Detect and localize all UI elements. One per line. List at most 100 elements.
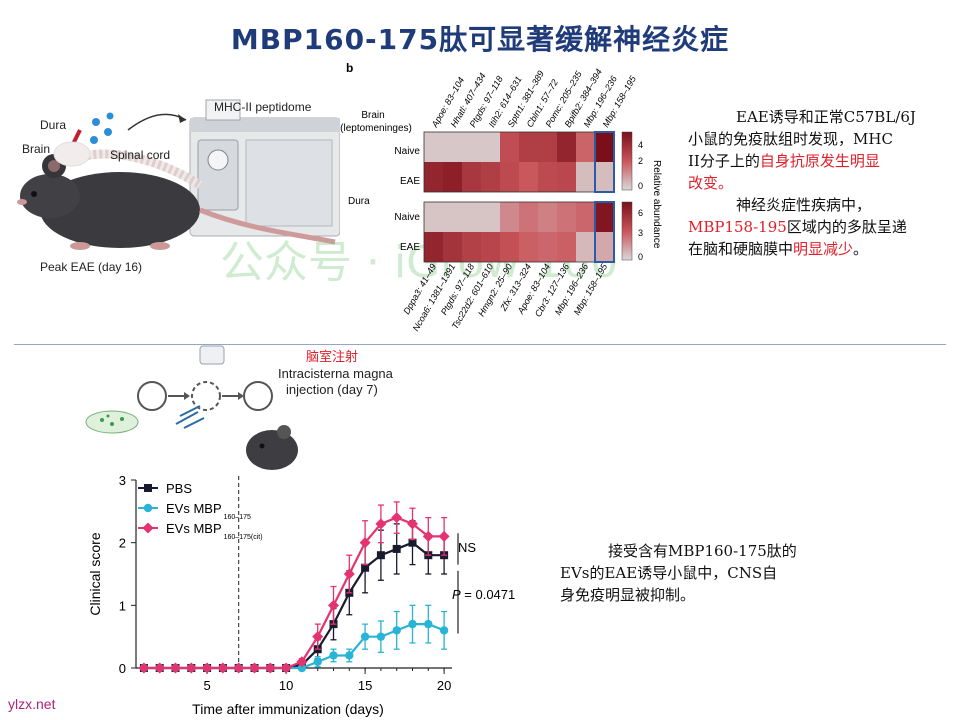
cell-icon	[137, 381, 167, 411]
dura-cell-r0-c4	[500, 202, 519, 232]
cbar-top-tick-2: 0	[638, 181, 643, 191]
brain-cell-r0-c7	[557, 132, 576, 162]
brain-cell-r1-c7	[557, 162, 576, 192]
site-footer: ylzx.net	[8, 696, 56, 712]
marker-diamond	[138, 662, 150, 674]
note1-line5: 神经炎症性疾病中，	[736, 196, 872, 214]
dura-header: Dura	[348, 196, 370, 207]
legend-entry: PBS	[166, 481, 192, 496]
dura-cell-r0-c1	[443, 202, 462, 232]
marker-circle	[376, 632, 386, 641]
brain-cell-r0-c0	[424, 132, 443, 162]
brain-header: Brain	[361, 110, 384, 121]
note1-highlight-mbp: MBP158-195	[688, 218, 787, 236]
annotation-p-value: P = 0.0471	[452, 587, 515, 602]
marker-circle	[392, 626, 401, 635]
note1-line2: 小鼠的免疫肽组时发现，MHC	[688, 130, 893, 148]
row-label-dura-eae: EAE	[400, 242, 420, 253]
brain-cell-r0-c1	[443, 132, 462, 162]
peak-eae-label: Peak EAE (day 16)	[40, 260, 143, 274]
marker-diamond	[391, 512, 403, 524]
marker-diamond	[359, 537, 371, 549]
marker-circle	[424, 619, 433, 629]
x-tick-label: 10	[279, 678, 293, 693]
chart-x-axis-label: Time after immunization (days)	[192, 701, 384, 717]
cbar-bottom-tick-2: 0	[638, 252, 643, 262]
note1-line1: EAE诱导和正常C57BL/6J	[736, 108, 916, 126]
colorbar-bottom	[621, 201, 633, 261]
arrow-icon	[127, 113, 187, 131]
dura-cell-r1-c8	[576, 232, 595, 262]
marker-square	[392, 544, 401, 553]
brain-cell-r0-c4	[500, 132, 519, 162]
marker-diamond	[170, 662, 181, 674]
cbar-top-tick-0: 4	[638, 140, 643, 150]
dura-cell-r0-c6	[538, 202, 557, 232]
brain-cell-r0-c8	[576, 132, 595, 162]
brain-highlight-box	[594, 131, 615, 193]
note-eae-findings: EAE诱导和正常C57BL/6J 小鼠的免疫肽组时发现，MHC II分子上的自身…	[688, 106, 946, 260]
dura-cell-r1-c0	[424, 232, 443, 262]
note1-highlight-reduced: 明显减少	[793, 240, 854, 258]
marker-diamond	[142, 522, 154, 534]
note1-line4: 改变。	[688, 174, 734, 192]
brain-cell-r0-c6	[538, 132, 557, 162]
y-tick-label: 0	[119, 661, 126, 676]
annotation-ns: NS	[458, 540, 476, 555]
marker-diamond	[312, 631, 324, 643]
dura-cell-r1-c7	[557, 232, 576, 262]
brain-cell-r0-c5	[519, 132, 538, 162]
brain-cell-r1-c8	[576, 162, 595, 192]
centrifuge-icon	[191, 381, 221, 411]
cbar-bottom-tick-0: 6	[638, 208, 643, 218]
panel-c-schematic	[85, 345, 298, 470]
brain-cell-r0-c2	[462, 132, 481, 162]
tube-icon	[243, 381, 273, 411]
brain-cell-r1-c9	[595, 162, 614, 192]
marker-diamond	[217, 662, 229, 674]
note2-line2: EVs的EAE诱导小鼠中，CNS自	[560, 564, 778, 582]
dura-cell-r1-c1	[443, 232, 462, 262]
marker-square	[144, 484, 152, 492]
marker-square	[361, 563, 370, 572]
dura-cell-r0-c3	[481, 202, 500, 232]
panel-b-letter: b	[346, 61, 353, 75]
brain-cell-r0-c9	[595, 132, 614, 162]
mass-spectrometer-icon	[189, 99, 340, 237]
brain-cell-r1-c4	[500, 162, 519, 192]
marker-square	[376, 551, 385, 560]
note1-line7: 在脑和硬脑膜中明显减少。	[688, 240, 869, 258]
note2-line3: 身免疫明显被抑制。	[560, 586, 696, 604]
dura-cell-r0-c9	[595, 202, 614, 232]
brain-cell-r1-c5	[519, 162, 538, 192]
instrument-label: MHC-II peptidome	[214, 100, 312, 114]
note-ev-treatment: 接受含有MBP160-175肽的 EVs的EAE诱导小鼠中，CNS自 身免疫明显…	[560, 540, 830, 606]
mouse-icon	[17, 141, 336, 250]
dura-highlight-box	[594, 201, 615, 263]
injection-cn-label: 脑室注射	[306, 350, 359, 365]
mouse-head-icon	[246, 425, 298, 470]
marker-diamond	[233, 662, 245, 674]
brain-cell-r1-c0	[424, 162, 443, 192]
x-tick-label: 5	[203, 678, 210, 693]
marker-diamond	[280, 662, 292, 674]
brain-cell-r0-c3	[481, 132, 500, 162]
marker-diamond	[328, 599, 339, 611]
marker-diamond	[185, 662, 197, 674]
dura-cell-r1-c3	[481, 232, 500, 262]
page-title: MBP160-175肽可显著缓解神经炎症	[230, 23, 730, 56]
injection-label-1: Intracisterna magna	[278, 366, 393, 381]
panel-a-illustration	[17, 99, 340, 250]
series-1	[139, 604, 449, 673]
ultracentrifuge-icon	[199, 345, 225, 365]
note1-line6: MBP158-195区域内的多肽呈递	[688, 218, 907, 236]
peptide-dot-icon	[92, 118, 100, 126]
row-label-brain-eae: EAE	[400, 176, 420, 187]
note2-line1: 接受含有MBP160-175肽的	[608, 542, 797, 560]
marker-diamond	[201, 662, 213, 674]
y-tick-label: 1	[119, 598, 126, 613]
series-0	[139, 520, 449, 672]
marker-circle	[143, 503, 153, 513]
marker-diamond	[407, 518, 418, 530]
note1-highlight-autoantigen: 自身抗原发生明显	[759, 152, 880, 170]
